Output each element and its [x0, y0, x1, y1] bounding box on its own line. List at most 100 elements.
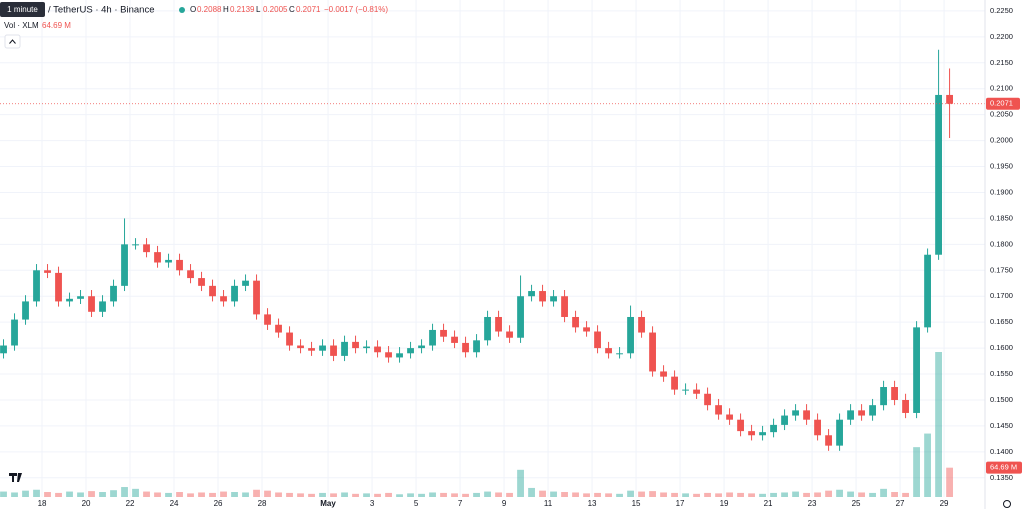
volume-bar — [902, 492, 909, 497]
volume-bar — [55, 492, 62, 497]
candle-body — [517, 296, 524, 338]
candle-body — [198, 278, 205, 286]
volume-bar — [836, 489, 843, 497]
candle-body — [99, 301, 106, 312]
candle-body — [363, 346, 370, 349]
x-tick-label: 26 — [214, 499, 223, 508]
candle-body — [583, 327, 590, 332]
candle-body — [825, 435, 832, 446]
volume-bar — [264, 490, 271, 497]
y-tick-label: 0.1850 — [990, 213, 1013, 222]
y-tick-label: 0.1950 — [990, 162, 1013, 171]
candle-body — [803, 410, 810, 420]
ohlc-value: 0.2088 — [197, 5, 222, 14]
ohlc-value: 0.2005 — [263, 5, 288, 14]
volume-bar — [22, 490, 29, 497]
volume-bar — [671, 492, 678, 497]
logo — [9, 473, 22, 482]
candle-body — [671, 376, 678, 390]
y-tick-label: 0.2200 — [990, 32, 1013, 41]
candle-body — [792, 410, 799, 416]
volume-bar — [242, 492, 249, 497]
volume-bar — [737, 492, 744, 497]
y-tick-label: 0.1750 — [990, 265, 1013, 274]
volume-bar — [352, 493, 359, 497]
candle-body — [418, 345, 425, 349]
candle-body — [847, 410, 854, 420]
candle-body — [572, 316, 579, 328]
volume-bar — [847, 491, 854, 497]
volume-bar — [539, 490, 546, 497]
volume-bar — [946, 467, 953, 497]
volume-bar — [880, 488, 887, 497]
x-tick-label: 24 — [170, 499, 179, 508]
x-tick-label: 17 — [676, 499, 685, 508]
ohlc-key: C — [289, 5, 295, 14]
x-tick-label: 20 — [82, 499, 91, 508]
volume-bar — [814, 492, 821, 497]
candle-body — [11, 319, 18, 346]
candle-body — [176, 259, 183, 271]
candle-body — [462, 342, 469, 353]
candle-body — [550, 296, 557, 302]
ohlc-value: 0.2139 — [230, 5, 255, 14]
y-tick-label: 0.2250 — [990, 6, 1013, 15]
candle-body — [781, 415, 788, 425]
volume-bar — [935, 352, 942, 497]
last-price-label: 0.2071 — [990, 99, 1013, 108]
y-tick-label: 0.1700 — [990, 291, 1013, 300]
y-tick-label: 0.2150 — [990, 58, 1013, 67]
tooltip-box — [0, 2, 45, 17]
collapse-button[interactable] — [4, 34, 21, 49]
candle-body — [341, 341, 348, 356]
y-tick-label: 0.1900 — [990, 187, 1013, 196]
tooltip: 1 minute — [7, 5, 38, 14]
y-tick-label: 0.1400 — [990, 447, 1013, 456]
x-tick-label: 19 — [720, 499, 729, 508]
candle-body — [77, 296, 84, 299]
candle-body — [231, 285, 238, 302]
volume-bar — [792, 491, 799, 497]
candle-body — [946, 94, 953, 104]
x-tick-label: 23 — [808, 499, 817, 508]
volume-bar — [275, 492, 282, 497]
volume-bar — [99, 492, 106, 497]
x-tick-label: 28 — [258, 499, 267, 508]
symbol[interactable]: / TetherUS · 4h · Binance — [48, 5, 155, 16]
candle-body — [352, 341, 359, 349]
x-tick-label: 21 — [764, 499, 773, 508]
y-tick-label: 0.1650 — [990, 317, 1013, 326]
plot-area — [0, 49, 985, 497]
volume-bar — [858, 492, 865, 497]
volume-bar — [891, 492, 898, 497]
volume-bar — [121, 487, 128, 497]
candle-body — [836, 419, 843, 446]
volume-bar — [913, 447, 920, 497]
volume-bar — [11, 492, 18, 497]
candle-body — [253, 280, 260, 315]
x-tick-label: 5 — [414, 499, 419, 508]
candle-body — [704, 393, 711, 406]
volume-value: 64.69 M — [42, 21, 71, 30]
volume-bar — [66, 491, 73, 497]
candle-body — [660, 371, 667, 377]
volume-bar — [649, 491, 656, 497]
candle-body — [902, 399, 909, 413]
candle-body — [220, 296, 227, 302]
x-tick-label: 25 — [852, 499, 861, 508]
ohlc-key: H — [223, 5, 229, 14]
settings-icon[interactable] — [1003, 500, 1011, 508]
volume-bar — [803, 492, 810, 497]
x-tick-label: 27 — [896, 499, 905, 508]
x-tick-label: 3 — [370, 499, 375, 508]
candle-body — [770, 424, 777, 433]
candle-body — [528, 291, 535, 297]
volume-bar — [594, 492, 601, 497]
volume-bar — [44, 492, 51, 497]
candle-body — [407, 348, 414, 354]
volume-bar — [77, 492, 84, 497]
volume-bar — [198, 492, 205, 497]
volume-bar — [605, 493, 612, 497]
volume-bar — [286, 492, 293, 497]
